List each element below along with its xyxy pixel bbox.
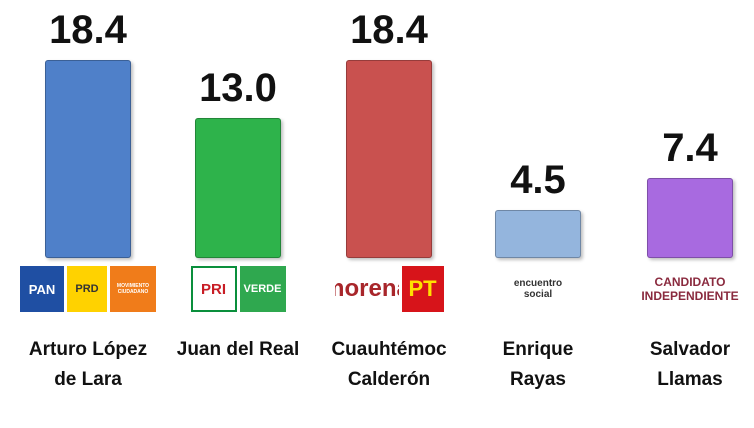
bar xyxy=(195,118,281,258)
logo-group: PRI VERDE xyxy=(158,266,318,312)
value-label: 18.4 xyxy=(49,8,127,52)
value-label: 7.4 xyxy=(662,126,718,171)
logo-group: encuentro social xyxy=(458,266,618,312)
logo-group: morenaPT xyxy=(309,266,469,312)
candidate-name: Enrique Rayas xyxy=(502,339,574,390)
candidate-name: Arturo López de Lara xyxy=(28,339,148,390)
party-logo: morena xyxy=(334,266,399,312)
candidate-name: Salvador Llamas xyxy=(649,339,731,390)
party-logo: PT xyxy=(401,266,444,312)
bar xyxy=(346,60,432,258)
party-logo: PRD xyxy=(67,266,107,312)
candidate-name: Juan del Real xyxy=(176,339,300,360)
value-label: 13.0 xyxy=(199,66,277,111)
logo-group: CANDIDATO INDEPENDIENTE xyxy=(610,266,754,312)
party-logo: CANDIDATO INDEPENDIENTE xyxy=(640,266,740,312)
party-logo: PRI xyxy=(190,266,237,312)
logo-group: PAN PRD MOVIMIENTO CIUDADANO xyxy=(8,266,168,312)
party-logo: PAN xyxy=(20,266,64,312)
bar xyxy=(647,178,733,258)
party-logo: encuentro social xyxy=(505,266,571,312)
value-label: 4.5 xyxy=(510,157,566,202)
value-label: 18.4 xyxy=(350,8,428,52)
bar xyxy=(495,209,581,258)
party-logo: MOVIMIENTO CIUDADANO xyxy=(110,266,156,312)
bar xyxy=(45,60,131,258)
candidate-name: Cuauhtémoc Calderón xyxy=(331,339,447,390)
party-logo: VERDE xyxy=(239,266,286,312)
